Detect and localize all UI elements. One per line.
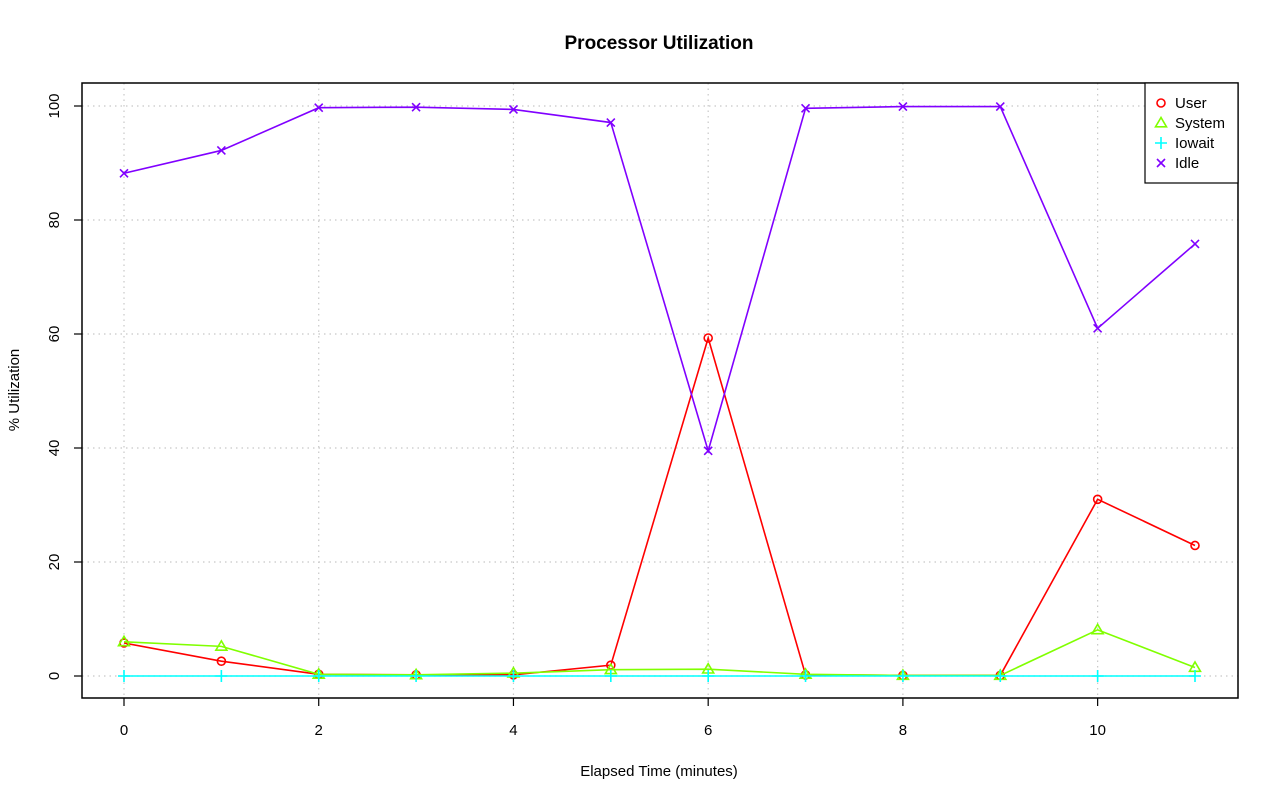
x-tick-label: 2 [315,722,323,739]
grid [82,83,1238,698]
data-point-user [703,333,713,343]
y-tick-label: 60 [46,326,63,343]
x-tick-label: 10 [1089,722,1106,739]
x-tick-label: 6 [704,722,712,739]
data-point-idle [1093,323,1103,333]
chart-title: Processor Utilization [565,33,754,54]
legend-marker-user [1156,98,1166,108]
legend-marker-iowait [1155,137,1167,149]
data-point-iowait [604,670,617,682]
y-tick-label: 0 [46,672,63,680]
series-iowait [118,670,1201,682]
data-point-idle [606,117,616,128]
data-point-iowait [896,670,909,682]
data-point-idle [898,102,908,112]
y-tick-label: 40 [46,440,63,457]
series-line-idle [123,105,1196,454]
legend-label-user: User [1175,95,1207,112]
data-point-iowait [1091,670,1104,682]
y-axis-label: % Utilization [6,349,23,432]
data-point-iowait [994,670,1007,682]
x-tick-label: 8 [899,722,907,739]
data-point-iowait [215,670,228,682]
data-point-user [1092,494,1103,505]
data-point-iowait [312,670,325,682]
x-tick-label: 0 [120,722,128,739]
y-axis: 0 20 40 60 80 100 [46,93,82,680]
data-point-iowait [118,670,130,682]
data-point-iowait [799,670,812,682]
data-point-idle [800,103,811,113]
data-point-idle [119,168,129,178]
data-point-system [1090,622,1105,635]
x-axis: 0 2 4 6 8 10 [120,698,1106,739]
legend-label-idle: Idle [1175,155,1199,172]
data-point-iowait [1189,670,1201,682]
data-point-user [216,656,227,666]
series-line-user [123,335,1196,677]
data-point-system [214,639,229,652]
y-tick-label: 20 [46,554,63,571]
data-point-user [1190,540,1200,551]
series-system [117,622,1202,681]
legend-marker-idle [1156,158,1166,168]
y-tick-label: 80 [46,212,63,229]
legend: User System Iowait Idle [1144,82,1239,184]
data-point-idle [703,446,713,456]
data-point-iowait [507,670,520,682]
series-layer [117,102,1202,682]
x-axis-label: Elapsed Time (minutes) [580,763,738,780]
data-point-iowait [702,670,715,682]
series-line-system [123,628,1196,677]
data-point-idle [508,104,519,114]
series-idle [119,102,1200,456]
legend-label-iowait: Iowait [1175,135,1215,152]
y-tick-label: 100 [46,93,63,118]
data-point-idle [411,102,421,112]
data-point-idle [995,102,1005,112]
x-tick-label: 4 [509,722,517,739]
series-user [119,333,1200,681]
legend-label-system: System [1175,115,1225,132]
data-point-idle [216,145,226,156]
data-point-idle [1190,239,1200,249]
plot-frame [81,82,1239,699]
legend-marker-system [1154,115,1168,128]
data-point-system [117,634,131,647]
data-point-iowait [410,670,423,682]
data-point-idle [314,103,324,113]
